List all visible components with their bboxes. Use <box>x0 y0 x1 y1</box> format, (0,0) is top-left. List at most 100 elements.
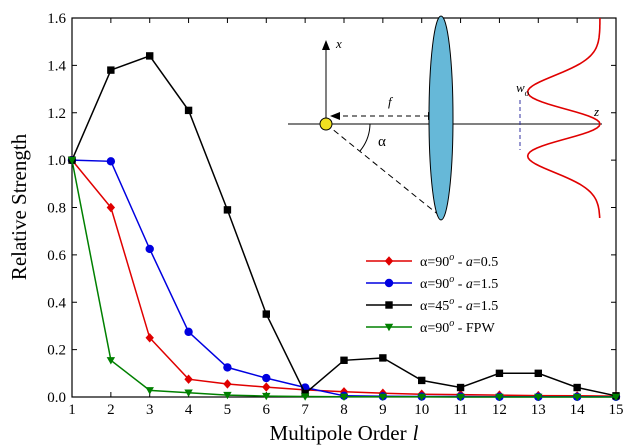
inset-focal-label: f <box>388 94 394 109</box>
legend-label: α=45o - a=1.5 <box>420 296 498 314</box>
legend-marker <box>385 301 393 309</box>
data-point <box>418 376 426 385</box>
data-point <box>262 373 271 383</box>
y-tick-label: 1.6 <box>47 11 66 27</box>
x-axis-title: Multipole Order l <box>270 421 419 445</box>
legend-label: α=90o - a=0.5 <box>420 252 498 270</box>
y-tick-label: 0.8 <box>47 201 66 217</box>
x-tick-label: 3 <box>146 402 154 418</box>
data-point <box>107 66 115 74</box>
data-point <box>67 156 77 165</box>
legend-label: α=90o - a=1.5 <box>420 274 498 292</box>
x-tick-label: 9 <box>379 402 387 418</box>
y-axis-ticks: 0.0 0.2 0.4 0.6 0.8 1.0 1.2 1.4 1.6 <box>47 11 616 406</box>
x-tick-label: 11 <box>453 402 467 418</box>
data-point <box>534 393 543 402</box>
series-1 <box>67 155 621 401</box>
inset-beam-profile <box>526 17 601 219</box>
inset-angle-ray <box>325 123 441 217</box>
data-point <box>184 327 193 337</box>
data-point <box>106 202 116 213</box>
data-point <box>573 383 581 392</box>
series-line <box>71 54 617 397</box>
data-point <box>417 393 426 401</box>
inset-schematic: x z f α wo <box>288 15 602 221</box>
inset-focal-arrow-left-icon <box>330 112 340 120</box>
series-layer <box>67 52 621 402</box>
inset-x-axis-arrow-icon <box>322 40 330 50</box>
x-tick-label: 15 <box>609 402 624 418</box>
data-point <box>456 383 465 392</box>
y-tick-label: 0.6 <box>47 248 66 264</box>
y-tick-label: 0.2 <box>47 343 66 359</box>
data-point <box>340 356 348 364</box>
x-tick-label: 2 <box>107 402 115 418</box>
data-point <box>223 391 232 400</box>
x-tick-label: 13 <box>531 402 546 418</box>
x-tick-label: 14 <box>570 402 586 418</box>
inset-focal-point <box>319 117 333 131</box>
data-point <box>145 387 154 395</box>
x-axis-title-text: Multipole Order <box>270 421 407 445</box>
legend-item: α=90o - FPW <box>366 318 495 336</box>
data-point <box>379 354 387 362</box>
x-tick-label: 6 <box>263 402 271 418</box>
y-axis-title: Relative Strength <box>7 133 31 280</box>
data-point <box>262 382 271 392</box>
data-point <box>378 393 388 401</box>
inset-waist-label: wo <box>516 80 530 98</box>
data-point <box>534 369 542 378</box>
inset-lens <box>428 15 454 221</box>
x-axis-ticks: 1 2 3 4 5 6 7 8 9 10 11 12 13 14 15 <box>68 18 624 418</box>
legend-marker <box>384 323 394 332</box>
y-tick-label: 1.0 <box>47 153 66 169</box>
data-point <box>223 363 232 372</box>
y-tick-label: 1.4 <box>47 58 66 74</box>
x-tick-label: 4 <box>185 402 193 418</box>
data-point <box>223 206 232 214</box>
x-tick-label: 10 <box>414 402 429 418</box>
x-tick-label: 5 <box>224 402 232 418</box>
legend-marker <box>384 256 394 266</box>
data-point <box>300 393 310 401</box>
series-2 <box>68 52 620 400</box>
y-tick-label: 1.2 <box>47 106 66 122</box>
legend-label: α=90o - FPW <box>420 318 495 336</box>
y-tick-label: 0.0 <box>47 390 66 406</box>
data-point <box>223 379 232 389</box>
x-tick-label: 1 <box>68 402 76 418</box>
data-point <box>145 333 154 343</box>
data-point <box>262 310 270 318</box>
inset-z-axis-label: z <box>593 104 599 119</box>
data-point <box>146 52 154 60</box>
inset-x-axis-label: x <box>335 36 342 51</box>
legend-marker <box>384 278 394 288</box>
data-point <box>456 393 465 402</box>
legend-item: α=45o - a=1.5 <box>366 296 498 314</box>
data-point <box>495 393 504 402</box>
data-point <box>339 393 349 401</box>
series-3 <box>67 156 621 402</box>
inset-angle-arc <box>359 123 371 152</box>
inset-angle-label: α <box>378 134 386 150</box>
data-point <box>184 374 193 384</box>
legend-item: α=90o - a=1.5 <box>366 274 498 292</box>
x-axis-title-variable: l <box>413 421 419 445</box>
data-point <box>611 393 621 402</box>
data-point <box>106 357 116 365</box>
data-point <box>106 157 116 166</box>
data-point <box>184 389 193 397</box>
data-point <box>262 392 271 401</box>
x-tick-label: 7 <box>301 402 309 418</box>
y-tick-label: 0.4 <box>47 295 66 311</box>
plot-area-frame <box>71 17 617 398</box>
x-tick-label: 12 <box>492 402 507 418</box>
data-point <box>495 369 504 378</box>
data-point <box>145 244 154 254</box>
x-tick-label: 8 <box>340 402 348 418</box>
data-point <box>572 393 582 402</box>
legend-item: α=90o - a=0.5 <box>366 252 498 270</box>
legend: α=90o - a=0.5 α=90o - a=1.5 α=45o - a=1.5 α… <box>366 252 498 336</box>
data-point <box>184 106 193 115</box>
